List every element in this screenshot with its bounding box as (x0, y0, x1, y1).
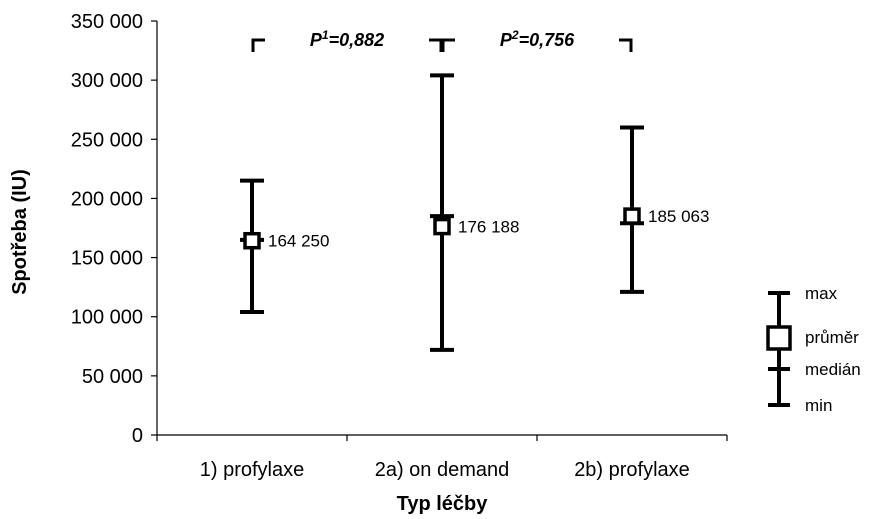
y-tick-label: 100 000 (71, 307, 143, 329)
comparison-bracket: P1=0,882 (251, 28, 443, 52)
legend-label-min: min (805, 396, 832, 415)
mean-marker (433, 217, 451, 236)
legend-label-median: medián (805, 360, 861, 379)
y-tick-label: 350 000 (71, 11, 143, 33)
comparison-bracket: P2=0,756 (441, 28, 633, 52)
y-axis-ticks: 0 50 000 100 000 150 000 200 000 250 000 300 0… (71, 11, 157, 447)
error-bar-group: 176 188 (430, 73, 519, 352)
mean-data-label: 176 188 (458, 218, 519, 237)
x-tick-label: 2a) on demand (375, 459, 510, 481)
x-axis-ticks: 1) profylaxe 2a) on demand 2b) profylaxe (156, 435, 728, 481)
y-axis-title: Spotřeba (IU) (9, 169, 31, 295)
error-bar-group: 164 250 (240, 178, 329, 314)
p-value-label: P1=0,882 (310, 28, 384, 50)
legend: max průměr medián min (766, 284, 861, 415)
x-tick-label: 1) profylaxe (200, 459, 305, 481)
error-bar-group: 185 063 (620, 125, 709, 294)
bracket-left-arm (251, 38, 265, 52)
mean-marker (623, 207, 641, 225)
x-axis-title: Typ léčby (397, 493, 489, 515)
comparison-brackets: P1=0,882 P2=0,756 (251, 28, 633, 52)
legend-label-max: max (805, 284, 838, 303)
mean-data-label: 185 063 (648, 207, 709, 226)
x-tick-label: 2b) profylaxe (574, 459, 690, 481)
y-tick-label: 50 000 (82, 366, 143, 388)
y-tick-label: 150 000 (71, 248, 143, 270)
legend-label-mean: průměr (805, 328, 859, 347)
y-tick-label: 300 000 (71, 70, 143, 92)
error-bar-series: 164 250 176 188 185 063 (240, 73, 709, 352)
y-tick-label: 200 000 (71, 188, 143, 210)
y-tick-label: 0 (132, 425, 143, 447)
mean-marker (243, 231, 261, 250)
y-tick-label: 250 000 (71, 129, 143, 151)
p-value-label: P2=0,756 (500, 28, 575, 50)
legend-mean-marker (766, 325, 792, 351)
bracket-right-arm (619, 38, 633, 52)
bracket-left-arm (441, 38, 455, 52)
bracket-right-arm (429, 38, 443, 52)
mean-data-label: 164 250 (268, 232, 329, 251)
